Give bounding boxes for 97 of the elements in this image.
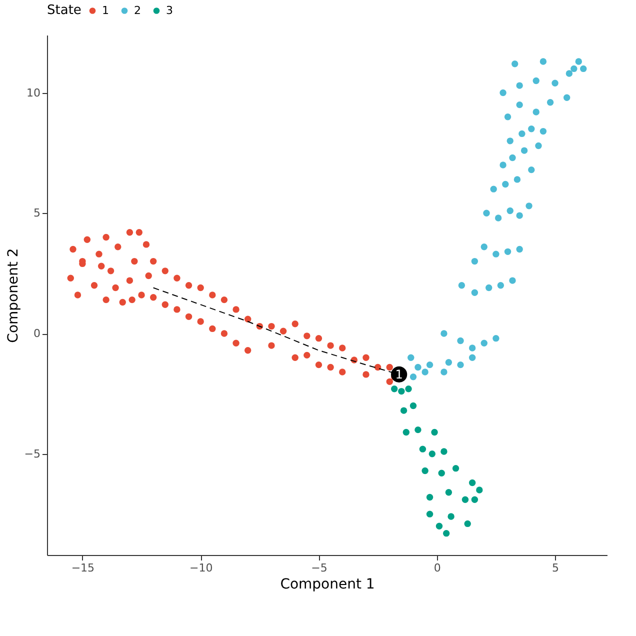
- point: [471, 289, 478, 296]
- point: [405, 386, 412, 392]
- point: [462, 496, 469, 503]
- point: [422, 467, 428, 474]
- point: [509, 277, 516, 284]
- point: [520, 147, 528, 154]
- point: [535, 142, 542, 150]
- point: [436, 522, 443, 530]
- point: [476, 486, 483, 494]
- point: [502, 180, 509, 188]
- point: [480, 244, 488, 250]
- point: [532, 77, 540, 84]
- point: [497, 282, 504, 289]
- point: [492, 334, 500, 342]
- point: [419, 446, 426, 452]
- point: [480, 340, 488, 346]
- point: [426, 361, 434, 368]
- legend-label: 1: [102, 4, 109, 17]
- point: [457, 337, 464, 344]
- point: [494, 214, 502, 222]
- point: [471, 258, 478, 265]
- y-tick-label: 5: [34, 206, 40, 220]
- point: [504, 248, 512, 256]
- point: [528, 166, 535, 174]
- legend-label: 2: [134, 4, 141, 17]
- point: [428, 450, 436, 458]
- point: [398, 388, 405, 395]
- point: [500, 162, 506, 168]
- point: [483, 210, 490, 216]
- point: [457, 361, 464, 368]
- point: [400, 407, 408, 414]
- point: [528, 126, 535, 132]
- point: [431, 428, 438, 436]
- point: [516, 246, 523, 253]
- point: [563, 94, 570, 101]
- point: [445, 489, 452, 496]
- point: [516, 101, 523, 108]
- point: [486, 284, 492, 292]
- point: [390, 386, 398, 392]
- point: [500, 89, 506, 96]
- x-tick-label: 0: [434, 562, 441, 574]
- point: [468, 344, 476, 352]
- point: [516, 212, 523, 219]
- point: [464, 520, 471, 528]
- legend-title: State: [47, 3, 82, 18]
- point: [438, 470, 445, 476]
- point: [414, 426, 422, 434]
- point: [509, 154, 516, 162]
- point: [426, 494, 434, 501]
- y-axis-title: Component 2: [5, 248, 22, 343]
- point: [458, 282, 466, 289]
- point: [440, 330, 448, 337]
- annotation: 1: [395, 367, 403, 382]
- point: [471, 496, 478, 503]
- point: [410, 374, 417, 380]
- point: [445, 359, 452, 366]
- point: [440, 448, 448, 455]
- point: [552, 80, 558, 86]
- point: [408, 354, 414, 361]
- point: [575, 58, 582, 65]
- point: [492, 250, 500, 258]
- point: [414, 364, 422, 371]
- point: [402, 428, 410, 436]
- point: [452, 464, 460, 472]
- point: [514, 176, 521, 183]
- point: [511, 60, 518, 68]
- point: [516, 82, 523, 89]
- point: [448, 513, 454, 520]
- y-tick-label: −5: [24, 447, 40, 460]
- x-tick-label: −10: [189, 562, 213, 574]
- y-tick-label: 10: [26, 86, 40, 100]
- point: [566, 70, 573, 77]
- point: [468, 479, 476, 486]
- point: [506, 207, 514, 214]
- point: [518, 130, 526, 138]
- point: [422, 368, 428, 376]
- point: [532, 108, 540, 116]
- x-tick-label: −5: [311, 562, 328, 574]
- point: [410, 402, 417, 410]
- point: [426, 510, 434, 518]
- point: [546, 99, 554, 106]
- x-axis-title: Component 1: [280, 576, 375, 592]
- point: [440, 368, 448, 376]
- point: [540, 58, 547, 65]
- point: [570, 65, 578, 72]
- y-tick-label: 0: [34, 327, 40, 340]
- legend-label: 3: [166, 4, 173, 17]
- point: [526, 202, 532, 210]
- point: [580, 65, 587, 72]
- x-tick-label: −15: [71, 562, 95, 574]
- x-tick-label: 5: [552, 562, 560, 574]
- point: [504, 114, 512, 120]
- point: [468, 354, 476, 361]
- point: [506, 138, 514, 144]
- point: [490, 186, 497, 192]
- point: [540, 128, 547, 135]
- point: [442, 530, 450, 537]
